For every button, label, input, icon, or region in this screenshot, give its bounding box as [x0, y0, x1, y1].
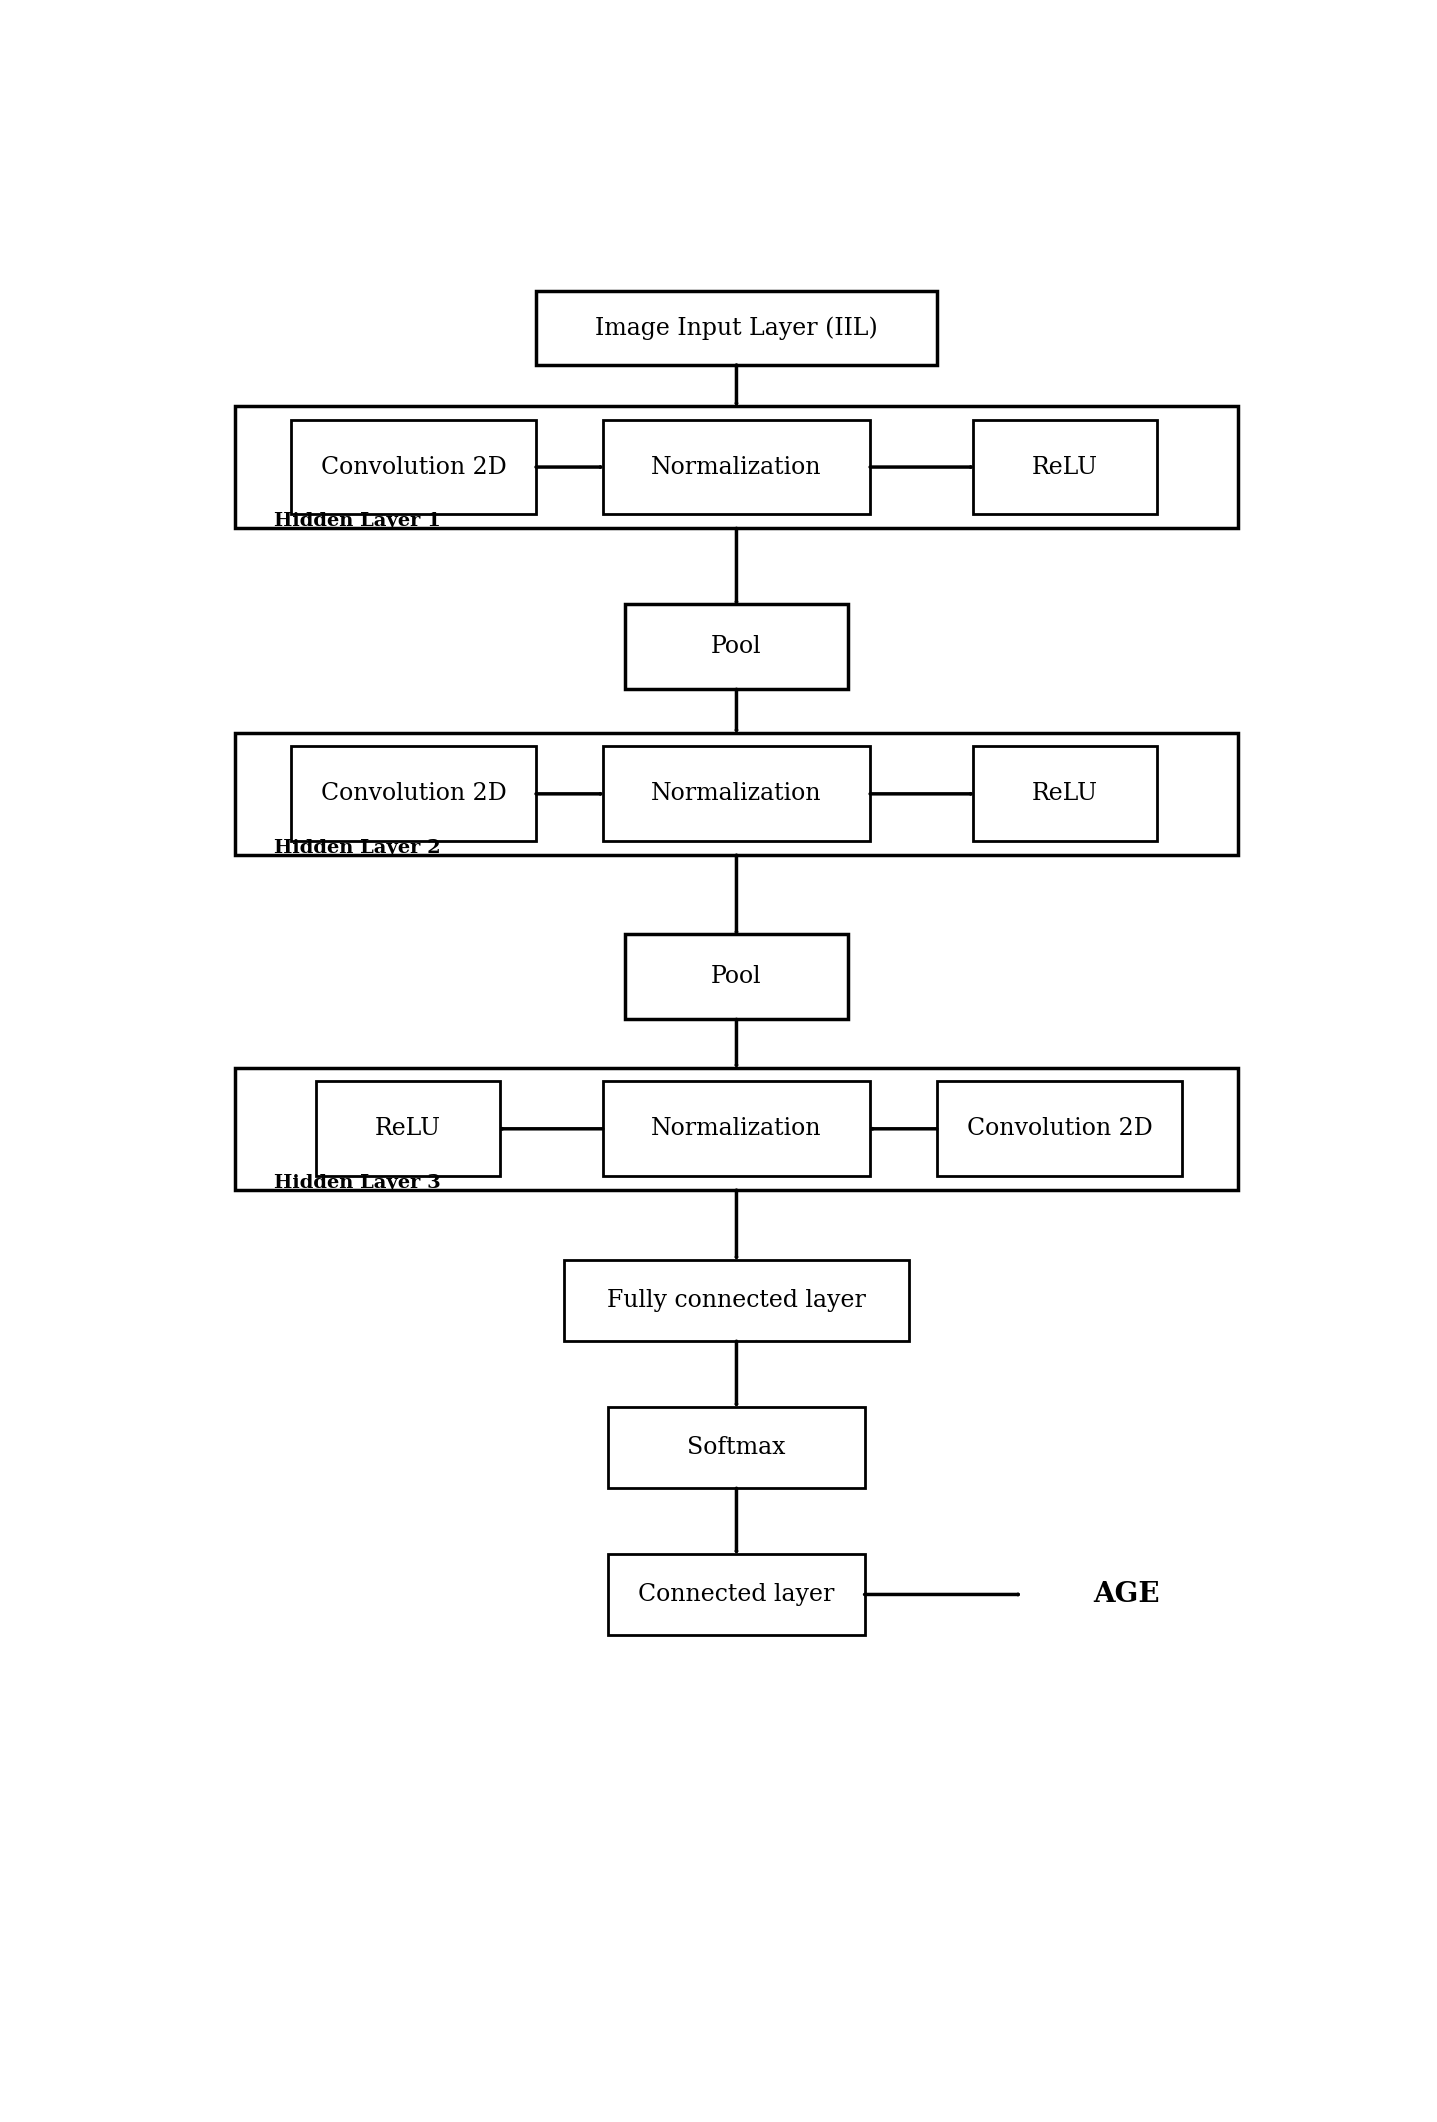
- Text: Normalization: Normalization: [651, 1118, 822, 1140]
- Text: Convolution 2D: Convolution 2D: [967, 1118, 1152, 1140]
- Text: Hidden Layer 3: Hidden Layer 3: [274, 1173, 441, 1193]
- Text: Pool: Pool: [711, 634, 762, 658]
- Bar: [316, 1082, 500, 1176]
- Bar: [973, 420, 1157, 514]
- Text: Hidden Layer 2: Hidden Layer 2: [274, 838, 441, 857]
- Text: Pool: Pool: [711, 966, 762, 989]
- Bar: [604, 1082, 871, 1176]
- Bar: [625, 605, 848, 690]
- Bar: [236, 1067, 1237, 1190]
- Bar: [608, 1553, 865, 1636]
- Bar: [536, 291, 937, 365]
- Text: ReLU: ReLU: [1032, 783, 1098, 806]
- Text: Hidden Layer 1: Hidden Layer 1: [274, 511, 441, 530]
- Text: ReLU: ReLU: [1032, 456, 1098, 480]
- Text: Fully connected layer: Fully connected layer: [606, 1288, 867, 1311]
- Text: Image Input Layer (IIL): Image Input Layer (IIL): [595, 316, 878, 340]
- Text: AGE: AGE: [1092, 1581, 1160, 1608]
- Text: Softmax: Softmax: [687, 1437, 786, 1460]
- Bar: [290, 747, 536, 840]
- Bar: [563, 1260, 910, 1341]
- Text: Normalization: Normalization: [651, 456, 822, 480]
- Bar: [973, 747, 1157, 840]
- Text: Connected layer: Connected layer: [638, 1583, 835, 1606]
- Bar: [290, 420, 536, 514]
- Text: ReLU: ReLU: [375, 1118, 441, 1140]
- Text: Convolution 2D: Convolution 2D: [320, 783, 506, 806]
- Bar: [236, 732, 1237, 855]
- Bar: [604, 747, 871, 840]
- Bar: [625, 934, 848, 1019]
- Bar: [604, 420, 871, 514]
- Bar: [608, 1407, 865, 1488]
- Text: Convolution 2D: Convolution 2D: [320, 456, 506, 480]
- Text: Normalization: Normalization: [651, 783, 822, 806]
- Bar: [236, 405, 1237, 528]
- Bar: [937, 1082, 1181, 1176]
